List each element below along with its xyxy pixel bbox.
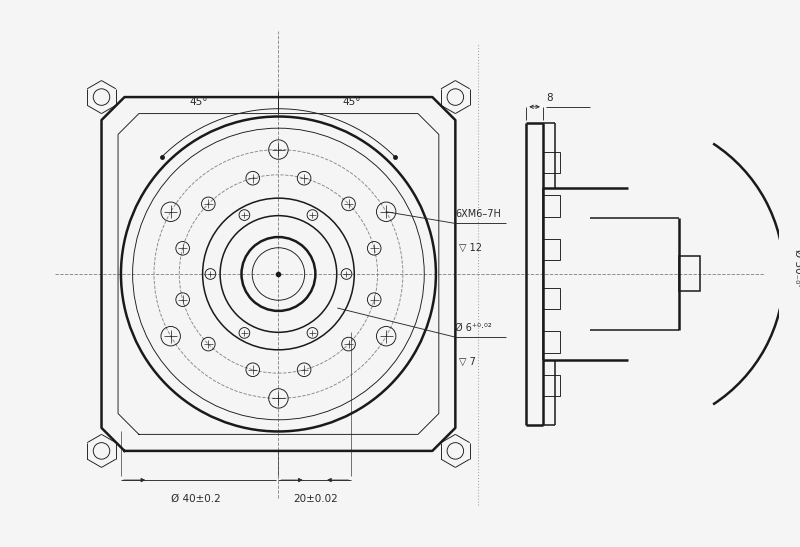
Bar <box>679 257 700 292</box>
Text: ▽ 7: ▽ 7 <box>459 357 476 366</box>
Text: 6XM6–7H: 6XM6–7H <box>455 208 502 219</box>
Text: 45°: 45° <box>190 97 208 107</box>
Bar <box>543 195 560 217</box>
Bar <box>543 375 560 397</box>
Text: ▽ 12: ▽ 12 <box>459 243 482 253</box>
Text: Ø 40±0.2: Ø 40±0.2 <box>171 494 221 504</box>
Text: 20±0.02: 20±0.02 <box>293 494 338 504</box>
Text: 45°: 45° <box>342 97 361 107</box>
Bar <box>543 239 560 260</box>
Text: Ø 50₋₀·⁰²⁵: Ø 50₋₀·⁰²⁵ <box>794 249 800 299</box>
Text: 8: 8 <box>546 93 552 103</box>
Bar <box>543 152 560 173</box>
Text: Ø 6⁺⁰·⁰²: Ø 6⁺⁰·⁰² <box>455 322 492 333</box>
Bar <box>543 331 560 353</box>
Bar <box>543 288 560 309</box>
